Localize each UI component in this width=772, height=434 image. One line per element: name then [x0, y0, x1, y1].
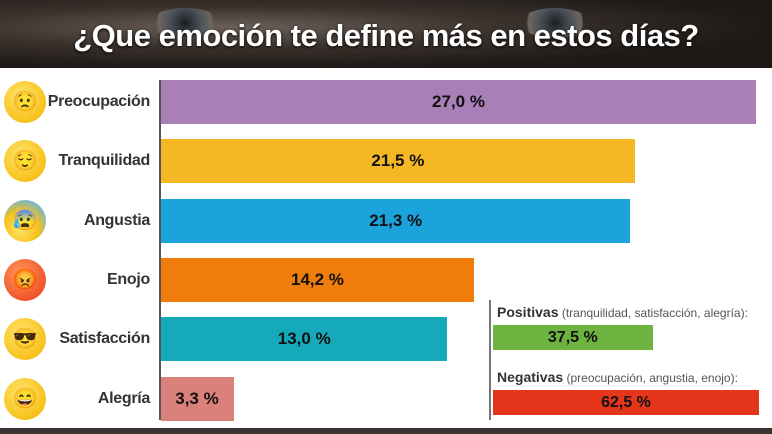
category-label: Preocupación: [47, 93, 151, 110]
bar-row: 😎 Satisfacción 13,0 %: [0, 317, 772, 362]
category-label: Enojo: [107, 270, 150, 288]
bar: [161, 376, 234, 421]
summary-bar: 37,5 %: [493, 325, 653, 350]
category-label: Angustia: [83, 211, 150, 229]
summary-name: Negativas: [497, 369, 564, 385]
bar: [161, 317, 448, 362]
sunglasses-face-icon: 😎: [4, 318, 46, 361]
summary-detail: (preocupación, angustia, enojo):: [563, 371, 738, 385]
eye-image: [150, 8, 220, 38]
chart-panel: [0, 68, 772, 428]
summary-value: 37,5 %: [547, 329, 598, 346]
bar-row: 😄 Alegría 3,3 %: [0, 376, 772, 421]
category-label: Satisfacción: [59, 330, 150, 348]
data-label: 14,2 %: [290, 269, 344, 289]
bar: [161, 198, 631, 243]
grinning-face-icon: 😄: [4, 377, 46, 420]
bar-row: 😡 Enojo 14,2 %: [0, 257, 772, 302]
eye-image: [520, 8, 590, 38]
category-label: Tranquilidad: [58, 152, 150, 170]
bar-row: 😌 Tranquilidad 21,5 %: [0, 139, 772, 184]
category-label: Alegría: [97, 389, 150, 407]
bottom-strip: [0, 428, 772, 434]
data-label: 13,0 %: [277, 329, 331, 349]
data-label: 3,3 %: [175, 388, 219, 408]
angry-face-icon: 😡: [4, 258, 46, 301]
header-photo: ¿Que emoción te define más en estos días…: [0, 0, 772, 68]
summary-label: Positivas (tranquilidad, satisfacción, a…: [497, 304, 748, 320]
summary-detail: (tranquilidad, satisfacción, alegría):: [558, 306, 748, 320]
y-axis-line: [159, 80, 161, 420]
bar: [161, 80, 756, 124]
data-label: 27,0 %: [432, 92, 485, 111]
summary-label: Negativas (preocupación, angustia, enojo…: [497, 369, 738, 385]
summary-value: 62,5 %: [601, 394, 651, 411]
bar-row: 😟 Preocupación 27,0 %: [0, 80, 772, 124]
bar: [161, 139, 635, 184]
summary-legend: Positivas (tranquilidad, satisfacción, a…: [489, 300, 772, 420]
chart-title: ¿Que emoción te define más en estos días…: [73, 18, 699, 53]
data-label: 21,3 %: [369, 210, 423, 230]
bar: [161, 257, 474, 302]
bar-row: 😰 Angustia 21,3 %: [0, 198, 772, 243]
summary-name: Positivas: [497, 304, 559, 320]
anxious-sweat-face-icon: 😰: [4, 199, 46, 242]
summary-bar: 62,5 %: [493, 390, 759, 415]
worried-face-icon: 😟: [4, 81, 46, 123]
relieved-face-icon: 😌: [4, 140, 46, 183]
data-label: 21,5 %: [371, 151, 425, 171]
